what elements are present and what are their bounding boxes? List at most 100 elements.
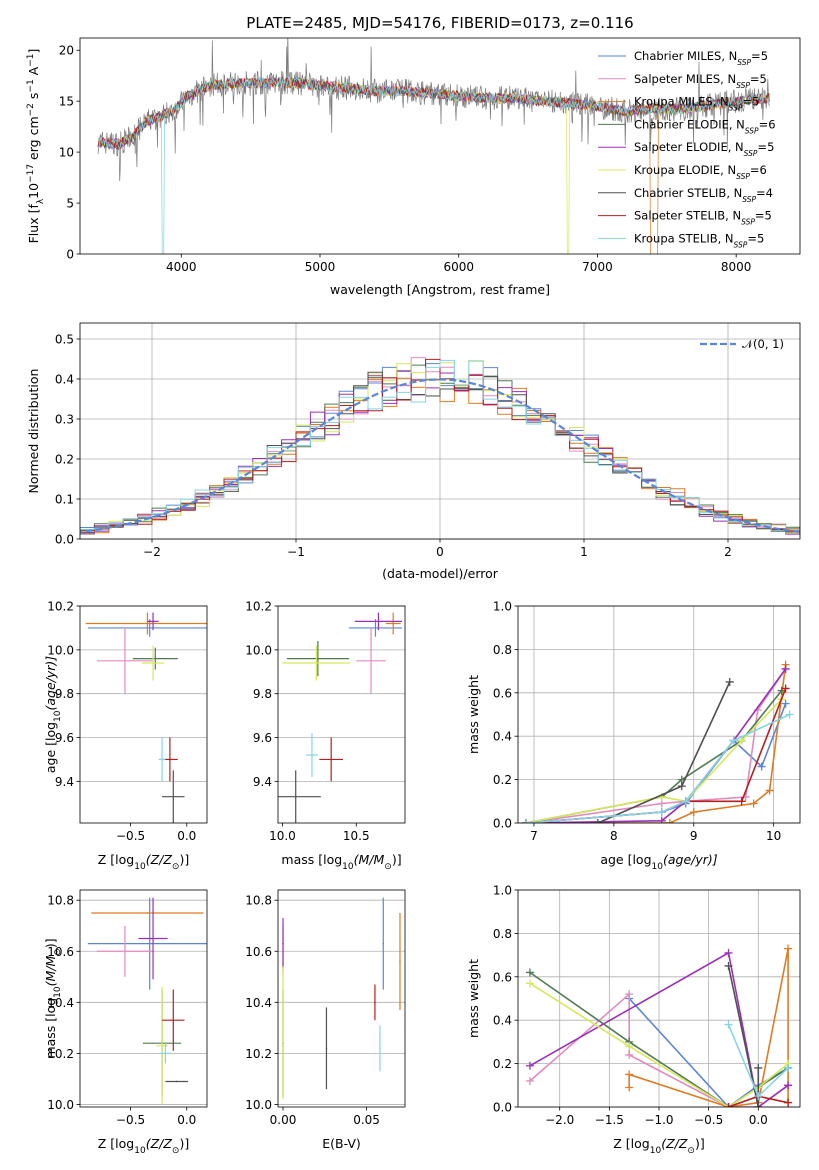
y-axis-label-part: (age/yr)] bbox=[43, 656, 58, 711]
weight-marker bbox=[754, 1063, 763, 1072]
legend-label: Chabrier STELIB, NSSP=4 bbox=[634, 186, 773, 204]
legend-label: Chabrier ELODIE, NSSP=6 bbox=[634, 117, 776, 135]
weight-marker bbox=[785, 710, 794, 719]
legend-label: Kroupa STELIB, NSSP=5 bbox=[634, 231, 764, 249]
y-tick-label: 20 bbox=[59, 44, 74, 58]
x-tick-label: −0.5 bbox=[694, 1113, 723, 1127]
y-tick-label: 10 bbox=[59, 146, 74, 160]
weight-series-5 bbox=[529, 982, 789, 1107]
legend-eq: = bbox=[757, 140, 767, 154]
axes-weight-vs-Z: −2.0 −1.5 −1.0 −0.5 0.0 0.0 0.2 0.4 0.6 0.8 1.0 Z [… bbox=[466, 884, 801, 1156]
x-axis-label-part: 10 bbox=[134, 1146, 146, 1156]
legend-n: , N bbox=[720, 163, 736, 177]
x-tick-label: 1 bbox=[580, 545, 588, 559]
y-tick-label: 10.8 bbox=[245, 894, 272, 908]
x-tick-label: 8 bbox=[610, 829, 618, 843]
y-tick-label: 0.3 bbox=[55, 413, 74, 427]
y-tick-label: 10.6 bbox=[245, 945, 272, 959]
x-axis-label: (data-model)/error bbox=[382, 566, 499, 581]
x-axis-label-part: ⊙ bbox=[172, 1146, 180, 1156]
figure-title: PLATE=2485, MJD=54176, FIBERID=0173, z=0… bbox=[246, 14, 633, 32]
legend-model-name: Salpeter MILES bbox=[634, 72, 720, 86]
x-tick-label: 9 bbox=[690, 829, 698, 843]
weight-series-4 bbox=[525, 668, 787, 823]
y-tick-label: 10.2 bbox=[245, 600, 272, 614]
weight-marker bbox=[784, 1063, 793, 1072]
axes-spectrum: 4000 5000 6000 7000 8000 0 5 10 15 20 wavelength [… bbox=[26, 37, 801, 297]
legend-ssp: SSP bbox=[741, 217, 755, 226]
y-tick-label: 0.0 bbox=[493, 1101, 512, 1115]
legend-model-name: Chabrier MILES bbox=[634, 49, 721, 63]
legend-nssp: 5 bbox=[767, 140, 774, 154]
legend-eq: = bbox=[751, 49, 761, 63]
y-tick-label: 9.4 bbox=[55, 775, 74, 789]
data-point bbox=[154, 657, 157, 660]
y-tick-label: 10.0 bbox=[47, 1098, 74, 1112]
axes-mass-vs-Z: −0.5 0.010.010.210.410.610.8Z [log10(Z/Z⊙… bbox=[43, 889, 208, 1156]
weight-marker bbox=[754, 1092, 763, 1101]
weight-marker bbox=[625, 1050, 634, 1059]
x-axis-label-part: ⊙ bbox=[384, 862, 392, 872]
data-point bbox=[152, 620, 154, 623]
data-point bbox=[164, 1052, 167, 1055]
data-point bbox=[370, 659, 372, 662]
weight-series-3 bbox=[525, 690, 783, 823]
legend-eq: = bbox=[750, 72, 760, 86]
data-point bbox=[315, 662, 318, 664]
legend-label: Kroupa ELODIE, NSSP=6 bbox=[634, 163, 767, 181]
legend-model-name: Salpeter ELODIE bbox=[634, 140, 728, 154]
y-tick-label: 0.4 bbox=[493, 730, 512, 744]
y-axis-label: Normed distribution bbox=[26, 369, 41, 494]
x-axis-label-part: (age/yr)] bbox=[663, 852, 718, 867]
y-axis-label-part: s bbox=[26, 93, 41, 104]
data-point bbox=[379, 1047, 381, 1050]
y-tick-label: 10.0 bbox=[245, 643, 272, 657]
data-point bbox=[175, 1080, 178, 1083]
x-axis-label-part: mass [log bbox=[281, 852, 342, 867]
legend-eq: = bbox=[750, 163, 760, 177]
weight-lines bbox=[525, 944, 793, 1107]
legend-nssp: 4 bbox=[766, 186, 773, 200]
x-tick-label: −1 bbox=[287, 545, 305, 559]
weight-marker bbox=[525, 968, 534, 977]
data-point bbox=[392, 622, 394, 625]
data-point bbox=[294, 795, 297, 798]
weight-marker bbox=[625, 990, 634, 999]
y-axis-label: mass weight bbox=[466, 959, 481, 1038]
errorbars bbox=[278, 612, 403, 823]
data-point bbox=[124, 659, 126, 662]
x-tick-label: −0.5 bbox=[116, 829, 145, 843]
legend-model-name: Kroupa ELODIE bbox=[634, 163, 720, 177]
y-tick-label: 0.0 bbox=[55, 533, 74, 547]
x-axis-label-part: )] bbox=[179, 852, 189, 867]
legend-n: , N bbox=[728, 140, 744, 154]
y-tick-label: 0.1 bbox=[55, 493, 74, 507]
x-tick-label: 4000 bbox=[166, 260, 197, 274]
axes-frame bbox=[79, 605, 208, 824]
y-tick-label: 0.8 bbox=[493, 643, 512, 657]
x-tick-label: 10 bbox=[766, 829, 781, 843]
legend-eq: = bbox=[755, 209, 765, 223]
legend-ssp: SSP bbox=[745, 126, 759, 135]
y-axis-label-part: −1 bbox=[26, 54, 36, 67]
weight-marker bbox=[724, 1103, 733, 1107]
y-tick-label: 0.4 bbox=[493, 1014, 512, 1028]
y-tick-label: 10.4 bbox=[47, 996, 74, 1010]
x-axis-label-part: 10 bbox=[342, 862, 354, 872]
weight-marker bbox=[657, 816, 666, 823]
weight-marker bbox=[784, 944, 793, 953]
legend-ssp: SSP bbox=[736, 80, 750, 89]
weight-marker bbox=[737, 736, 746, 745]
weight-series-0 bbox=[628, 997, 789, 1107]
data-point bbox=[311, 754, 313, 756]
histograms bbox=[80, 357, 800, 537]
histogram-8 bbox=[80, 359, 800, 535]
y-axis-label-part: Normed distribution bbox=[26, 369, 41, 494]
weight-marker bbox=[737, 797, 746, 806]
x-axis-label-part: 10 bbox=[650, 1146, 662, 1156]
y-axis-label-part: mass weight bbox=[466, 675, 481, 754]
x-tick-label: −1.5 bbox=[595, 1113, 624, 1127]
y-axis-label-part: A bbox=[26, 66, 41, 79]
data-point bbox=[146, 912, 149, 914]
legend-label: 𝒩(0, 1) bbox=[742, 337, 784, 351]
